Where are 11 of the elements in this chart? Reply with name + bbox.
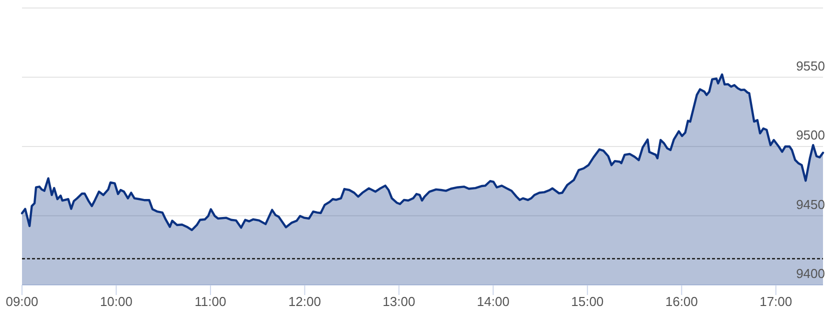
x-tick-label: 10:00 <box>100 294 133 309</box>
y-tick-label: 9550 <box>796 58 825 74</box>
x-tick-label: 12:00 <box>288 294 321 309</box>
x-tick-label: 15:00 <box>571 294 604 309</box>
x-tick-label: 13:00 <box>382 294 416 309</box>
x-tick-label: 17:00 <box>760 294 792 309</box>
x-tick-label: 09:00 <box>6 294 38 309</box>
x-tick-label: 16:00 <box>665 294 698 309</box>
x-tick-label: 14:00 <box>476 294 510 309</box>
x-tick-label: 11:00 <box>194 294 226 309</box>
y-tick-label: 9500 <box>796 128 825 142</box>
